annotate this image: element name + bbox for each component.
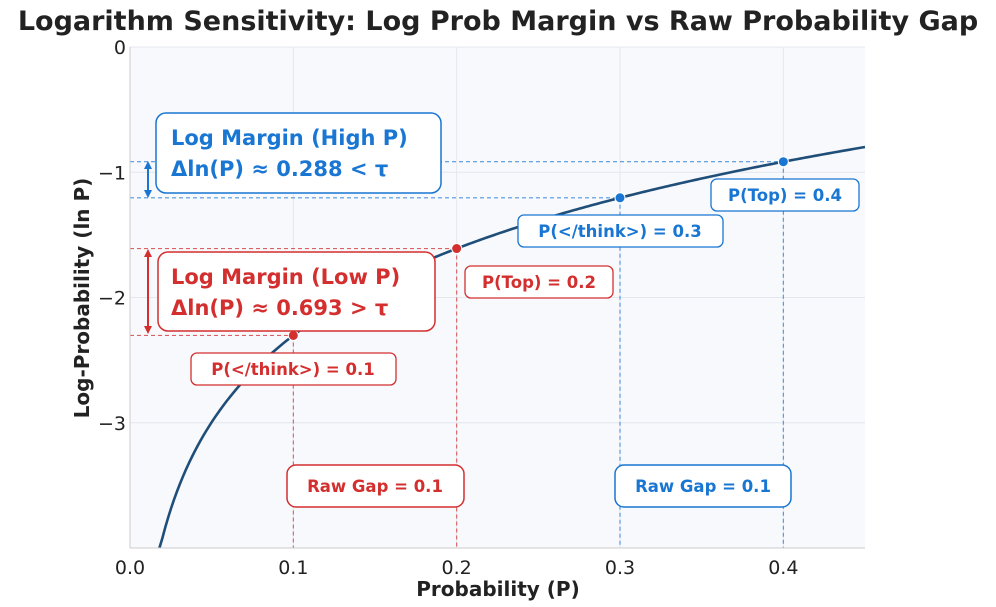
y-tick-label: 0 <box>114 37 126 59</box>
raw-gap-high-text: Raw Gap = 0.1 <box>635 477 771 496</box>
low-margin-annotation: Log Margin (Low P) Δln(P) ≈ 0.693 > τ <box>157 251 436 332</box>
ln-curve <box>158 145 866 549</box>
y-tick-label: −1 <box>98 162 126 184</box>
data-point <box>287 329 299 341</box>
raw-gap-low-annotation: Raw Gap = 0.1 <box>286 464 465 508</box>
point-label-box-2 <box>517 214 724 248</box>
data-point <box>777 156 789 168</box>
point-label-box-0 <box>190 352 397 386</box>
x-tick-label: 0.3 <box>605 557 635 579</box>
data-point <box>451 243 463 255</box>
point-label-text-1: P(Top) = 0.2 <box>482 273 596 292</box>
x-tick-label: 0.0 <box>115 557 145 579</box>
raw-gap-low-text: Raw Gap = 0.1 <box>307 477 443 496</box>
data-point <box>614 192 626 204</box>
point-label-text-2: P(</think>) = 0.3 <box>538 222 701 241</box>
point-label-text-0: P(</think>) = 0.1 <box>211 360 374 379</box>
y-axis-label: Log-Probability (ln P) <box>70 178 94 419</box>
raw-gap-high-box <box>614 464 792 508</box>
x-tick-label: 0.2 <box>442 557 472 579</box>
y-tick-label: −2 <box>98 288 126 310</box>
point-label-text-3: P(Top) = 0.4 <box>728 186 842 205</box>
x-tick-label: 0.1 <box>278 557 308 579</box>
curve-layer <box>158 145 866 549</box>
high-margin-box <box>155 112 442 194</box>
point-label-1: P(Top) = 0.2 <box>464 265 614 299</box>
point-label-2: P(</think>) = 0.3 <box>517 214 724 248</box>
point-label-box-1 <box>464 265 614 299</box>
chart-title: Logarithm Sensitivity: Log Prob Margin v… <box>18 6 978 37</box>
point-layer <box>287 156 789 341</box>
raw-gap-low-box <box>286 464 465 508</box>
raw-gap-high-annotation: Raw Gap = 0.1 <box>614 464 792 508</box>
x-axis-label: Probability (P) <box>416 577 579 601</box>
low-margin-title: Log Margin (Low P) <box>171 265 400 289</box>
low-margin-value: Δln(P) ≈ 0.693 > τ <box>171 296 388 320</box>
x-tick-label: 0.4 <box>768 557 798 579</box>
high-margin-value: Δln(P) ≈ 0.288 < τ <box>171 157 388 181</box>
y-tick-label: −3 <box>98 413 126 435</box>
point-label-0: P(</think>) = 0.1 <box>190 352 397 386</box>
tick-layer: 0.0 0.1 0.2 0.3 0.4 0 −1 −2 −3 <box>98 37 798 579</box>
high-margin-annotation: Log Margin (High P) Δln(P) ≈ 0.288 < τ <box>155 112 442 194</box>
point-label-3: P(Top) = 0.4 <box>710 178 860 212</box>
low-margin-box <box>157 251 436 332</box>
point-label-box-3 <box>710 178 860 212</box>
high-margin-title: Log Margin (High P) <box>171 126 408 150</box>
